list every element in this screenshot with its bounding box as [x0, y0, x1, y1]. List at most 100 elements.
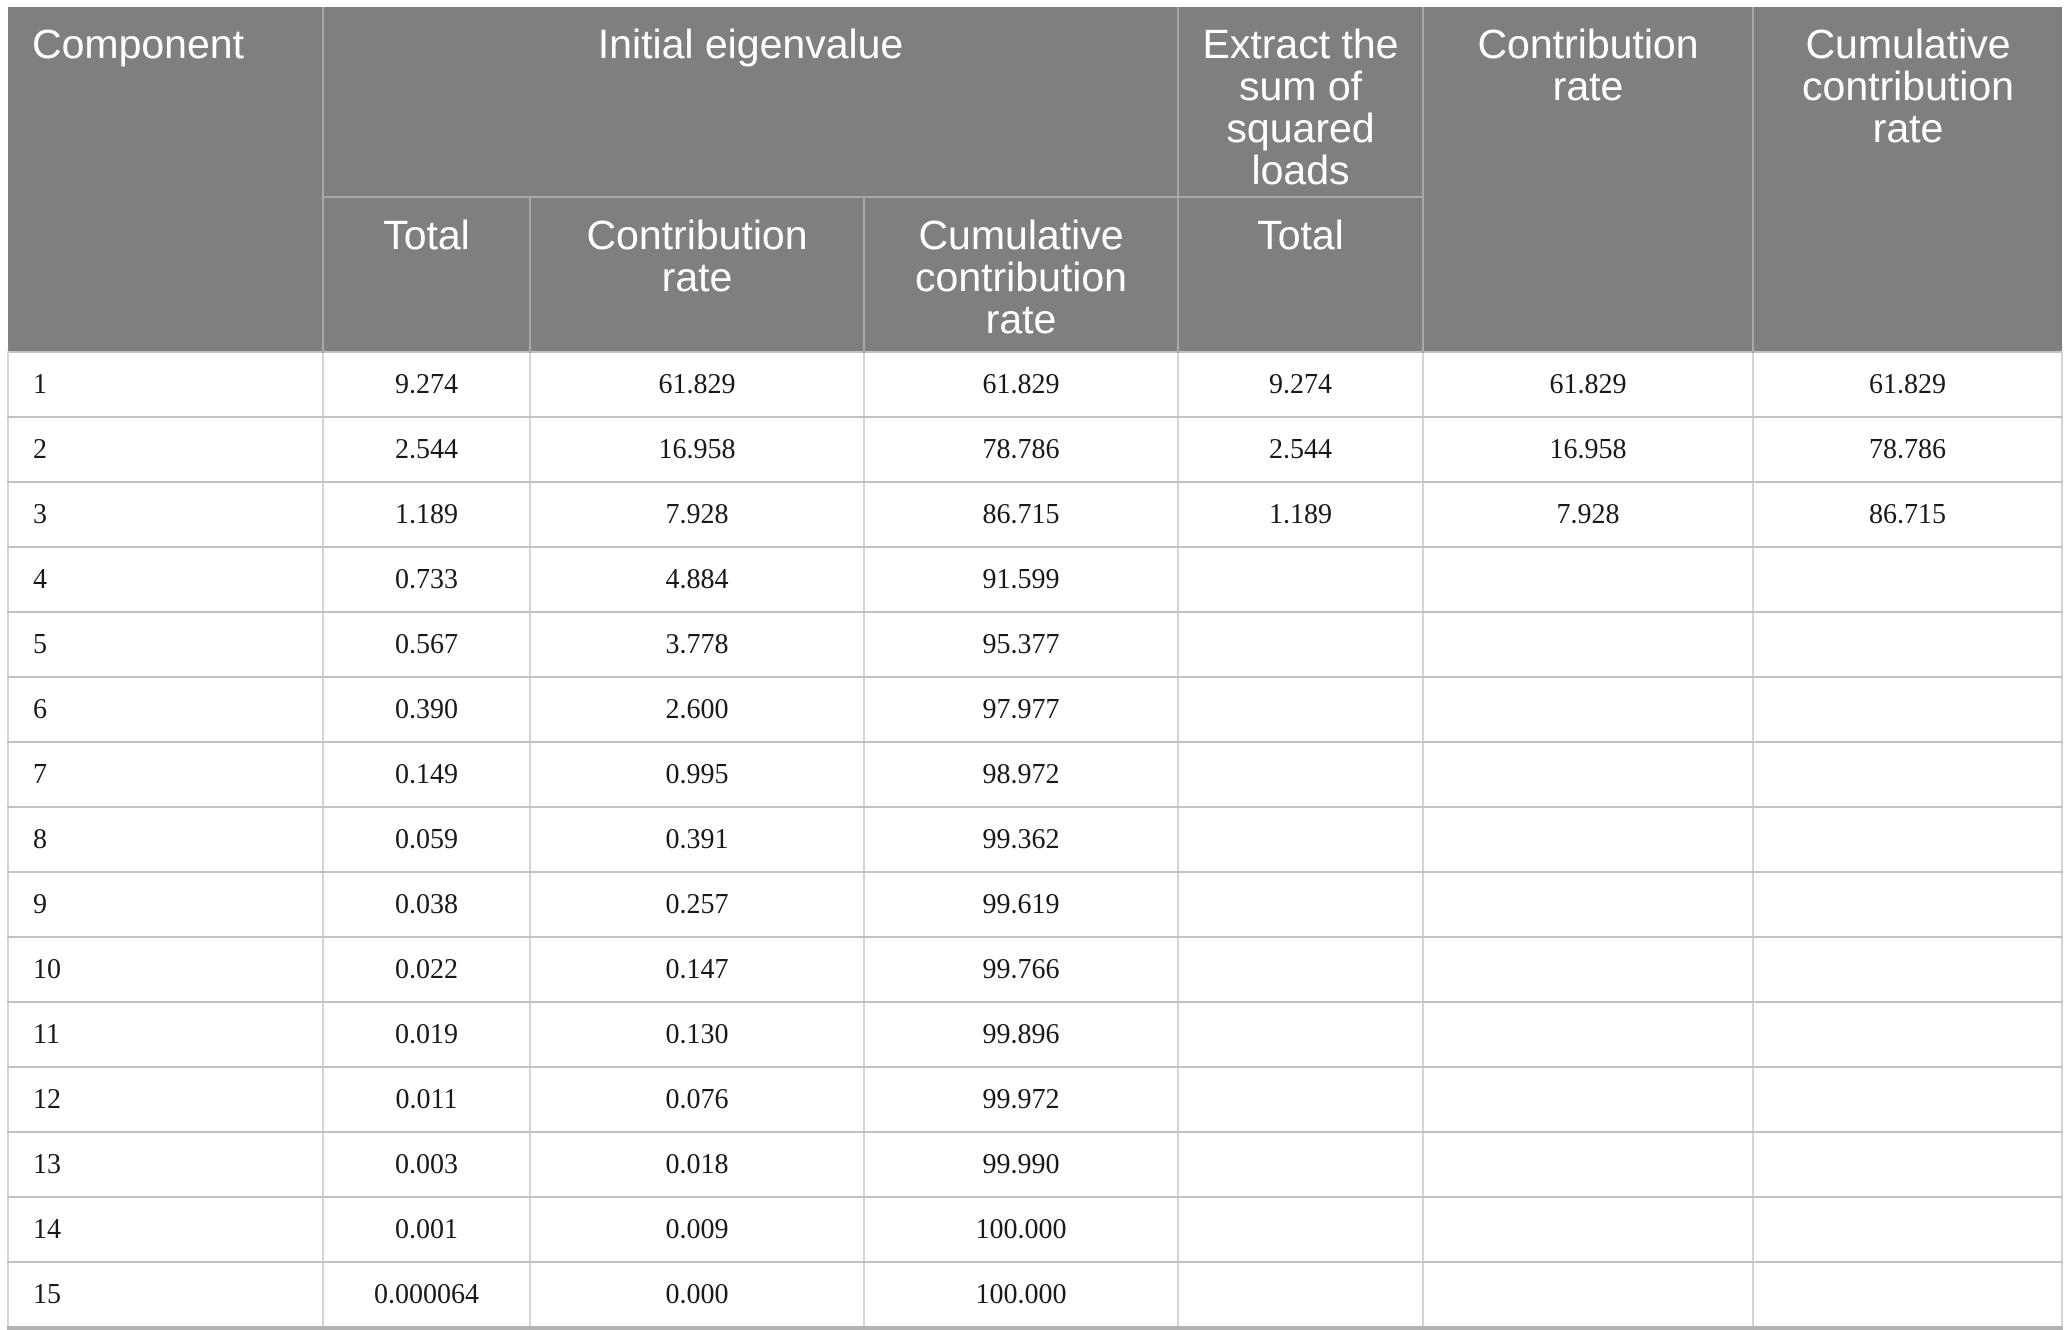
value-cell: 0.130 — [529, 1001, 865, 1068]
value-cell — [1422, 806, 1754, 873]
table-header: Component Initial eigenvalue Extract the… — [8, 7, 2062, 352]
value-cell — [1422, 871, 1754, 938]
value-cell: 16.958 — [529, 416, 865, 483]
value-cell — [1422, 1001, 1754, 1068]
value-cell: 1.189 — [322, 481, 531, 548]
value-cell — [1752, 546, 2063, 613]
value-cell: 0.391 — [529, 806, 865, 873]
value-cell: 0.009 — [529, 1196, 865, 1263]
value-cell — [1177, 741, 1424, 808]
component-cell: 12 — [7, 1066, 324, 1133]
value-cell: 61.829 — [863, 351, 1179, 418]
value-cell — [1177, 936, 1424, 1003]
initial-cumulative-contribution-rate-subheader: Cumulative contribution rate — [863, 196, 1178, 352]
value-cell: 99.619 — [863, 871, 1179, 938]
contribution-rate-header: Contribution rate — [1422, 7, 1753, 352]
value-cell: 0.038 — [322, 871, 531, 938]
component-cell: 1 — [7, 351, 324, 418]
value-cell: 78.786 — [863, 416, 1179, 483]
value-cell: 95.377 — [863, 611, 1179, 678]
value-cell: 7.928 — [1422, 481, 1754, 548]
value-cell: 0.147 — [529, 936, 865, 1003]
value-cell: 0.001 — [322, 1196, 531, 1263]
value-cell — [1752, 1001, 2063, 1068]
component-cell: 8 — [7, 806, 324, 873]
value-cell: 99.766 — [863, 936, 1179, 1003]
component-header: Component — [8, 7, 323, 352]
value-cell: 99.990 — [863, 1131, 1179, 1198]
initial-contribution-rate-subheader: Contribution rate — [529, 196, 864, 352]
cumulative-contribution-rate-header: Cumulative contribution rate — [1752, 7, 2062, 352]
value-cell: 61.829 — [1422, 351, 1754, 418]
value-cell: 0.733 — [322, 546, 531, 613]
value-cell: 99.972 — [863, 1066, 1179, 1133]
value-cell: 0.003 — [322, 1131, 531, 1198]
value-cell: 0.000 — [529, 1261, 865, 1330]
table-row: 4 0.733 4.884 91.599 — [7, 546, 2063, 613]
table-row: 8 0.059 0.391 99.362 — [7, 806, 2063, 873]
value-cell — [1752, 741, 2063, 808]
value-cell — [1422, 936, 1754, 1003]
page: { "colors": { "header_bg": "#7f7f7f", "h… — [0, 7, 2068, 1330]
value-cell: 0.011 — [322, 1066, 531, 1133]
value-cell: 99.896 — [863, 1001, 1179, 1068]
value-cell — [1752, 1196, 2063, 1263]
value-cell: 91.599 — [863, 546, 1179, 613]
value-cell: 2.544 — [322, 416, 531, 483]
value-cell: 0.059 — [322, 806, 531, 873]
table-row: 9 0.038 0.257 99.619 — [7, 871, 2063, 938]
value-cell: 2.600 — [529, 676, 865, 743]
value-cell: 99.362 — [863, 806, 1179, 873]
component-cell: 5 — [7, 611, 324, 678]
table-row: 12 0.011 0.076 99.972 — [7, 1066, 2063, 1133]
value-cell: 86.715 — [863, 481, 1179, 548]
value-cell — [1752, 936, 2063, 1003]
value-cell: 4.884 — [529, 546, 865, 613]
value-cell: 78.786 — [1752, 416, 2063, 483]
table-row: 3 1.189 7.928 86.715 1.189 7.928 86.715 — [7, 481, 2063, 548]
header-row-groups: Component Initial eigenvalue Extract the… — [8, 7, 2062, 352]
eigenvalue-table-wrapper: Component Initial eigenvalue Extract the… — [7, 7, 2063, 1330]
component-cell: 7 — [7, 741, 324, 808]
value-cell: 3.778 — [529, 611, 865, 678]
value-cell: 0.567 — [322, 611, 531, 678]
table-row: 11 0.019 0.130 99.896 — [7, 1001, 2063, 1068]
value-cell: 100.000 — [863, 1196, 1179, 1263]
value-cell — [1177, 871, 1424, 938]
table-row: 2 2.544 16.958 78.786 2.544 16.958 78.786 — [7, 416, 2063, 483]
table-body: 1 9.274 61.829 61.829 9.274 61.829 61.829 2 2.54… — [7, 351, 2063, 1330]
table-row: 14 0.001 0.009 100.000 — [7, 1196, 2063, 1263]
value-cell — [1422, 676, 1754, 743]
value-cell: 0.000064 — [322, 1261, 531, 1330]
component-cell: 4 — [7, 546, 324, 613]
value-cell — [1177, 1066, 1424, 1133]
value-cell — [1177, 806, 1424, 873]
value-cell — [1177, 1131, 1424, 1198]
value-cell: 0.257 — [529, 871, 865, 938]
value-cell — [1177, 1001, 1424, 1068]
table-row: 1 9.274 61.829 61.829 9.274 61.829 61.829 — [7, 351, 2063, 418]
value-cell — [1177, 1196, 1424, 1263]
value-cell — [1752, 1261, 2063, 1330]
value-cell — [1752, 1066, 2063, 1133]
value-cell: 0.019 — [322, 1001, 531, 1068]
table-row: 13 0.003 0.018 99.990 — [7, 1131, 2063, 1198]
value-cell — [1422, 1261, 1754, 1330]
value-cell: 86.715 — [1752, 481, 2063, 548]
component-cell: 10 — [7, 936, 324, 1003]
value-cell — [1422, 1131, 1754, 1198]
component-cell: 14 — [7, 1196, 324, 1263]
value-cell: 2.544 — [1177, 416, 1424, 483]
value-cell — [1752, 676, 2063, 743]
value-cell — [1422, 1066, 1754, 1133]
value-cell — [1422, 611, 1754, 678]
value-cell: 9.274 — [322, 351, 531, 418]
value-cell: 9.274 — [1177, 351, 1424, 418]
value-cell — [1177, 1261, 1424, 1330]
value-cell: 7.928 — [529, 481, 865, 548]
header-row-sub: Total Contribution rate Cumulative contr… — [8, 196, 2062, 352]
value-cell: 97.977 — [863, 676, 1179, 743]
component-cell: 15 — [7, 1261, 324, 1330]
component-cell: 13 — [7, 1131, 324, 1198]
value-cell: 1.189 — [1177, 481, 1424, 548]
